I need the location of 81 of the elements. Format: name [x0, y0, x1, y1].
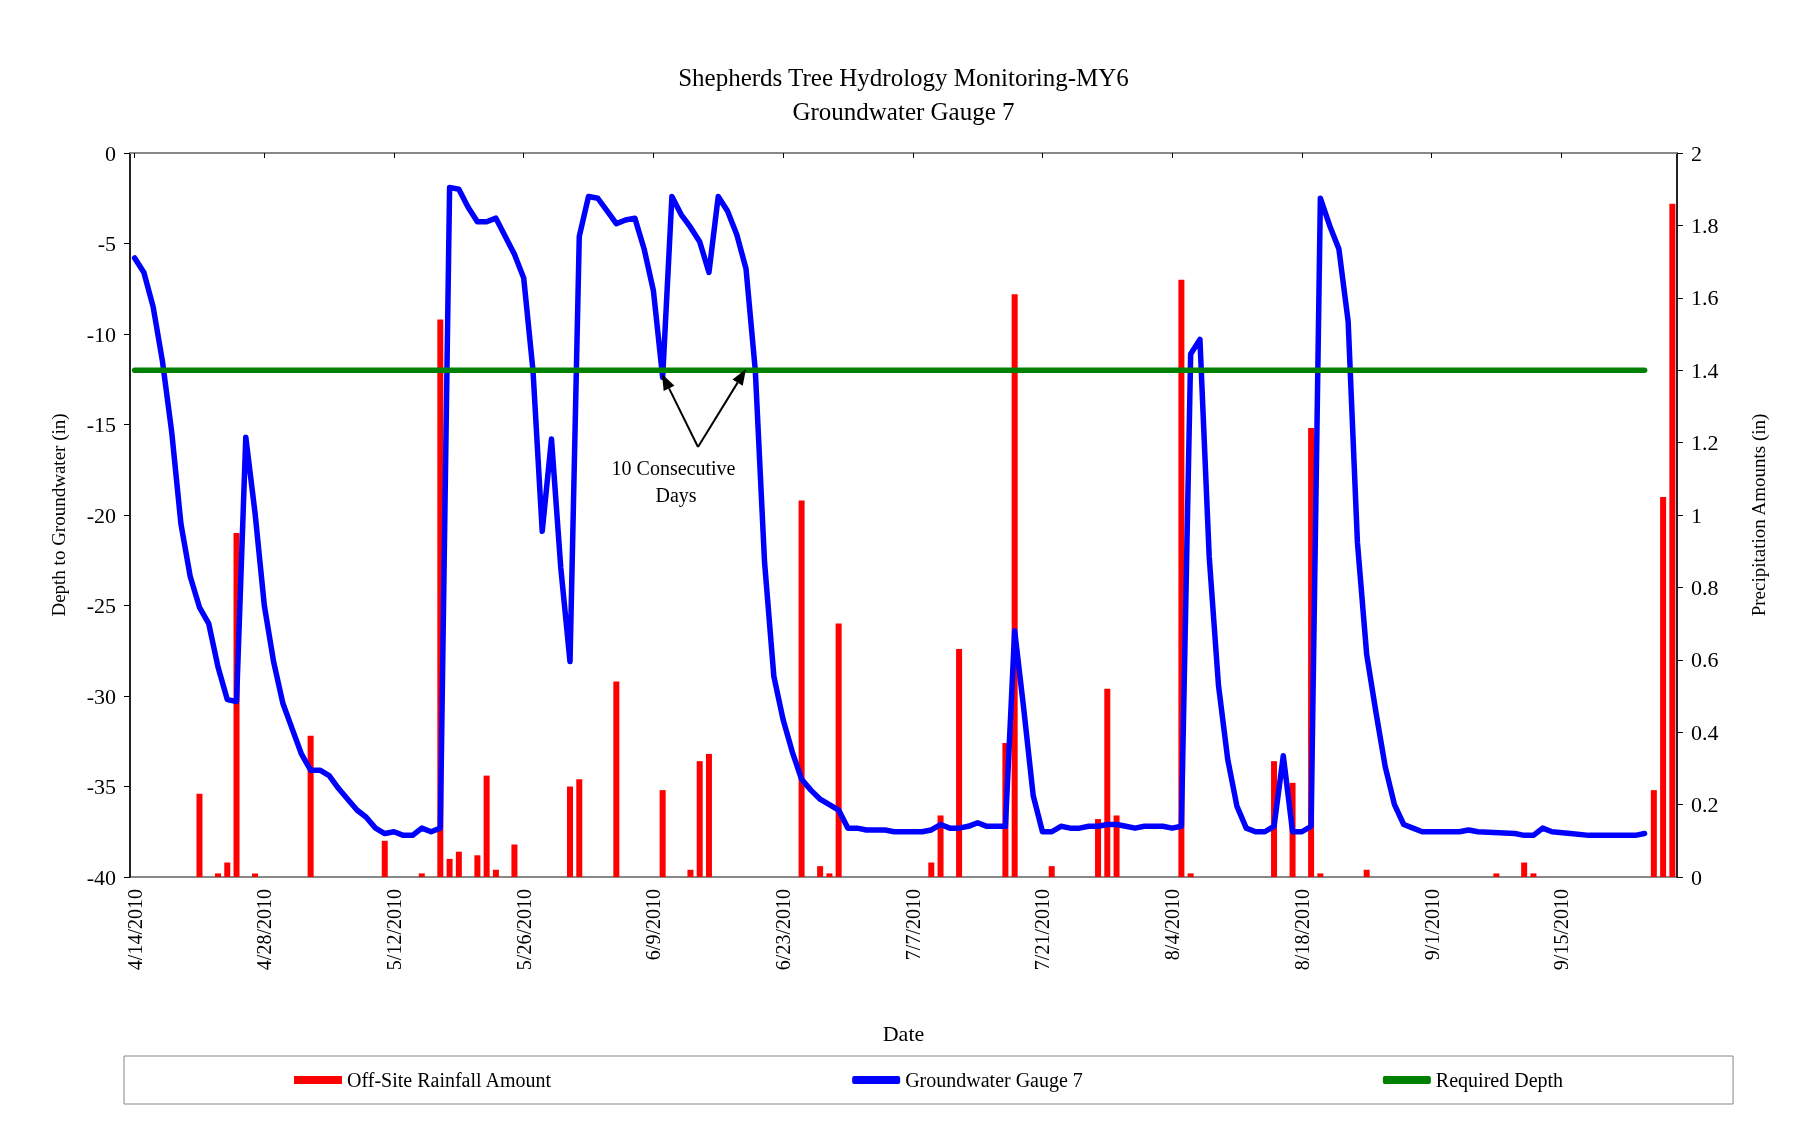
y-tick-label: -40 [86, 864, 116, 890]
bar [798, 500, 805, 877]
x-tick-label: 8/4/2010 [1161, 889, 1184, 961]
bar [474, 855, 481, 877]
chart-title: Shepherds Tree Hydrology Monitoring-MY6 [678, 64, 1129, 91]
bar [215, 873, 221, 877]
bar [928, 862, 935, 877]
y2-tick-label: 0.8 [1691, 574, 1719, 600]
x-tick-label: 4/28/2010 [253, 889, 276, 971]
bar [196, 793, 203, 877]
bar [956, 648, 963, 877]
bar [687, 869, 694, 877]
y2-tick-label: 1.8 [1691, 212, 1719, 238]
bar [1187, 873, 1194, 877]
y-tick-label: -15 [86, 412, 116, 437]
bar [307, 735, 314, 877]
x-tick-label: 9/1/2010 [1420, 889, 1443, 961]
bar [1669, 203, 1676, 877]
x-tick-label: 9/15/2010 [1550, 889, 1573, 971]
bar [224, 862, 231, 877]
x-tick-label: 5/26/2010 [512, 889, 535, 971]
y-tick-label: -5 [97, 231, 116, 256]
bar [1317, 873, 1324, 877]
chart-subtitle: Groundwater Gauge 7 [792, 98, 1015, 125]
bar [826, 873, 833, 877]
y2-tick-label: 0.4 [1691, 719, 1719, 745]
bar [1048, 866, 1055, 877]
y2-tick-label: 2 [1691, 140, 1702, 166]
bar [1530, 873, 1537, 877]
bar [817, 866, 824, 877]
y-tick-label: -30 [86, 683, 116, 709]
y-tick-label: 0 [105, 140, 116, 166]
x-tick-label: 6/9/2010 [642, 889, 665, 961]
bar [446, 858, 453, 877]
legend-label: Off-Site Rainfall Amount [347, 1069, 552, 1091]
annotation: 10 Consecutive Days [611, 456, 741, 507]
bar [613, 681, 620, 877]
bar [381, 840, 388, 877]
y-tick-label: -20 [86, 502, 116, 528]
legend-label: Groundwater Gauge 7 [905, 1069, 1083, 1092]
legend-label: Required Depth [1435, 1069, 1564, 1092]
y2-tick-label: 0.6 [1691, 647, 1719, 673]
bar [455, 851, 462, 877]
y2-tick-label: 1 [1691, 502, 1702, 528]
bar [696, 761, 703, 877]
x-tick-label: 4/14/2010 [123, 889, 146, 971]
bar [567, 786, 574, 877]
bar [511, 844, 518, 877]
bar [1660, 496, 1667, 877]
bar [937, 815, 944, 877]
y-tick-label: -25 [86, 593, 116, 618]
y2-tick-label: 0 [1691, 864, 1702, 890]
bar [492, 869, 499, 877]
bar [1521, 862, 1528, 877]
x-tick-label: 6/23/2010 [772, 889, 795, 971]
bar [1095, 819, 1102, 877]
x-tick-label: 7/7/2010 [901, 889, 924, 961]
y2-tick-label: 0.2 [1691, 792, 1719, 818]
bar [252, 873, 259, 877]
bar [705, 753, 712, 877]
y2-tick-label: 1.6 [1691, 285, 1719, 311]
bar [835, 623, 842, 877]
y2-tick-label: 1.2 [1691, 430, 1719, 456]
bar [1113, 815, 1120, 877]
x-tick-label: 8/18/2010 [1290, 889, 1313, 971]
y-tick-label: -10 [86, 321, 116, 347]
y2-axis-title: Precipitation Amounts (in) [1748, 413, 1770, 617]
x-tick-label: 5/12/2010 [383, 889, 406, 971]
bar [418, 873, 425, 877]
bar [659, 790, 666, 877]
y-tick-label: -35 [86, 774, 116, 799]
x-axis-title: Date [882, 1020, 925, 1046]
x-tick-label: 7/21/2010 [1031, 889, 1054, 971]
bar [1363, 869, 1370, 877]
y2-tick-label: 1.4 [1691, 357, 1719, 383]
bar [1104, 688, 1111, 877]
bar [483, 775, 490, 877]
y-axis-title: Depth to Groundwater (in) [48, 413, 70, 617]
bar [576, 779, 583, 877]
bar [1650, 790, 1657, 877]
bar [1493, 873, 1500, 877]
